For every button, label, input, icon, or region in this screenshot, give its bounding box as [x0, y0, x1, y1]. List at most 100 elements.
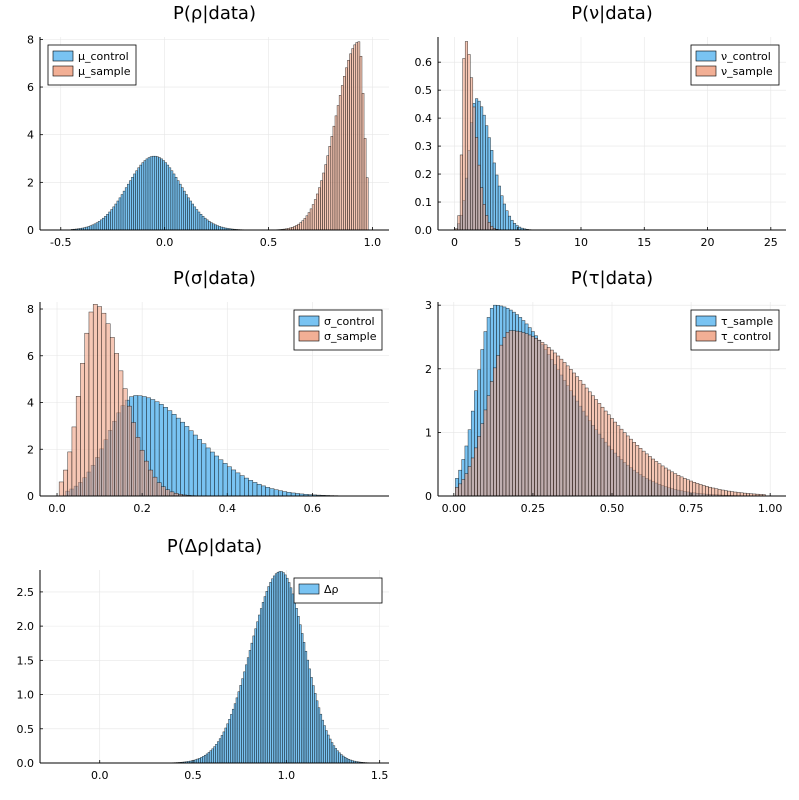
bar [334, 748, 337, 763]
bar [214, 224, 217, 230]
y-tick-label: 3 [425, 299, 432, 312]
bar [318, 187, 321, 230]
bar [329, 738, 332, 763]
bars [172, 571, 369, 763]
bar [345, 758, 349, 763]
bar [492, 162, 496, 230]
bar [256, 621, 259, 763]
bar [139, 164, 143, 230]
bar [474, 447, 478, 496]
bar [537, 339, 542, 496]
bar [682, 478, 687, 496]
bar [332, 125, 336, 230]
legend: τ_sample τ_control [690, 309, 780, 351]
bar [227, 466, 232, 496]
bar [195, 209, 199, 230]
chart-sigma: 0.0 0.2 0.4 0.6 0 2 4 6 8 P(σ|data) σ_control σ_sam… [27, 268, 389, 515]
bar [619, 428, 624, 496]
bar [176, 180, 180, 230]
bar [180, 421, 185, 496]
legend: Δρ [293, 577, 383, 604]
legend-swatch [52, 65, 74, 77]
bar [144, 460, 149, 496]
bar [303, 218, 307, 230]
bar [58, 481, 64, 496]
x-tick-label: 0.5 [260, 236, 278, 249]
bar [349, 53, 352, 230]
bar [97, 306, 102, 496]
bar [603, 410, 608, 496]
bar [546, 347, 551, 496]
bar [243, 671, 246, 763]
bar [314, 693, 317, 763]
x-tick-label: 15 [637, 236, 651, 249]
bar [510, 219, 514, 230]
series-1-bars [172, 571, 369, 763]
bar [467, 466, 472, 496]
bar [254, 628, 257, 763]
bar [222, 463, 228, 496]
x-tick-label: 1.0 [278, 769, 296, 782]
bar [175, 417, 181, 496]
bar [208, 221, 211, 230]
bar [569, 369, 573, 496]
bar [635, 445, 640, 496]
bar [313, 199, 317, 230]
legend-swatch [695, 330, 717, 342]
bar [197, 211, 201, 230]
bar [591, 395, 595, 496]
y-tick-label: 4 [27, 129, 34, 142]
bar [164, 162, 167, 230]
bar [316, 193, 319, 230]
bar [359, 55, 363, 230]
bar [708, 486, 712, 496]
bar [230, 714, 233, 763]
bar [527, 334, 532, 496]
bar [205, 447, 211, 496]
bar [158, 157, 161, 230]
bar [497, 185, 501, 230]
bar [648, 456, 652, 496]
bar [297, 616, 300, 763]
bar [490, 150, 494, 230]
bar [166, 164, 170, 230]
bar [135, 170, 138, 230]
legend-label: ν_control [721, 50, 771, 63]
bar [302, 642, 306, 763]
x-tick-label: 0.4 [219, 502, 237, 515]
bar [220, 735, 224, 763]
bar [673, 473, 678, 496]
bar [282, 572, 285, 763]
bar [118, 197, 122, 230]
bar [199, 213, 203, 230]
bar [248, 650, 252, 763]
bar [326, 155, 330, 230]
bar [269, 582, 272, 763]
bar [550, 349, 554, 496]
bar [654, 461, 659, 496]
bar [212, 223, 215, 230]
bar [112, 206, 116, 230]
x-tick-label: 1.00 [758, 502, 783, 515]
bar [355, 42, 359, 230]
x-tick-label: 5 [514, 236, 521, 249]
bar [701, 485, 706, 496]
bar [152, 476, 158, 496]
y-tick-label: 1.5 [17, 654, 35, 667]
y-tick-label: 0.4 [415, 112, 433, 125]
y-tick-label: 2 [27, 176, 34, 189]
bar [156, 482, 162, 496]
x-tick-label: 0.75 [679, 502, 704, 515]
bar [714, 488, 719, 496]
bar [198, 757, 201, 763]
bar [495, 174, 499, 230]
bar [695, 483, 700, 496]
bar [489, 381, 494, 496]
bar [307, 212, 311, 230]
y-tick-label: 2 [425, 363, 432, 376]
bar [553, 352, 557, 496]
bar [562, 362, 567, 496]
bar [508, 330, 513, 496]
bar [613, 421, 617, 496]
bar [575, 376, 580, 496]
